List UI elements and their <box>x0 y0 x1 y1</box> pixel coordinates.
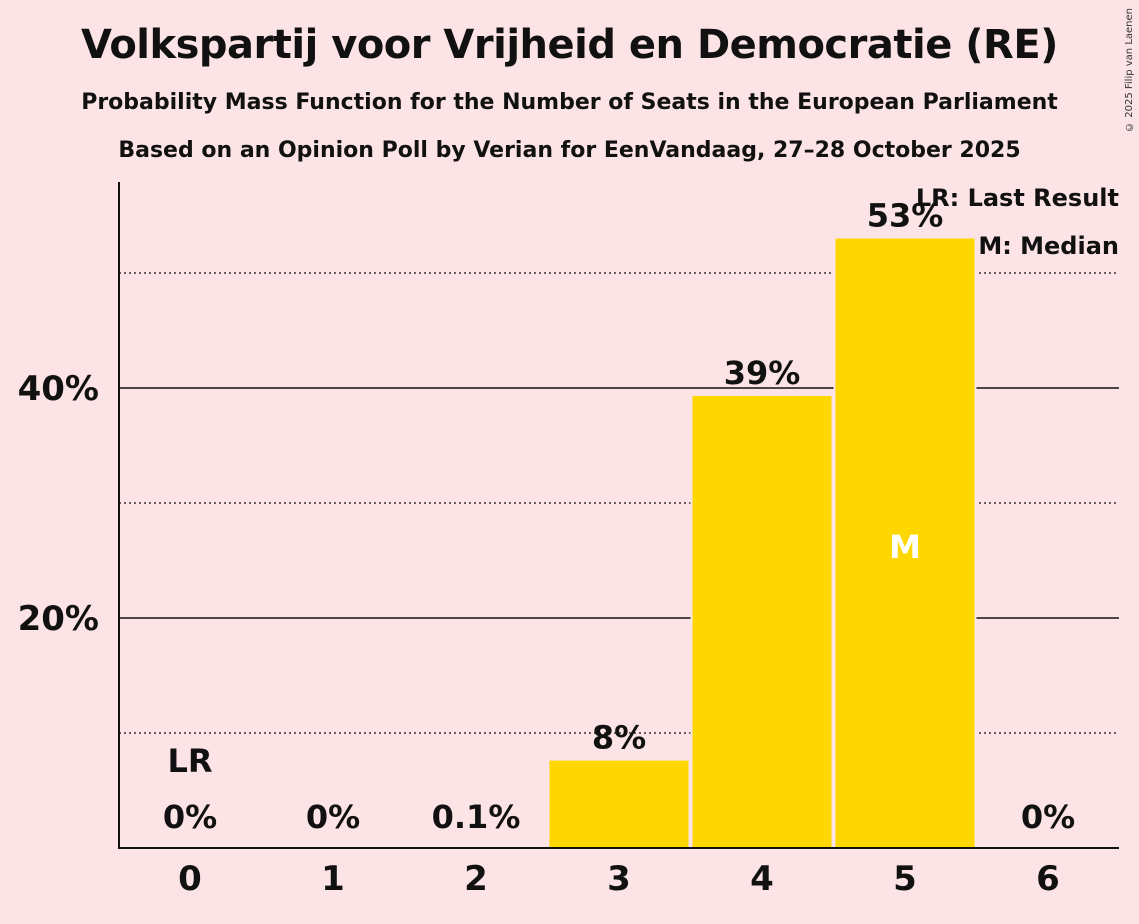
bar-value-label: 8% <box>592 719 646 757</box>
bar <box>835 238 975 848</box>
y-tick-label: 40% <box>18 369 99 409</box>
x-tick-label: 1 <box>321 859 345 899</box>
x-tick-label: 4 <box>750 859 774 899</box>
legend-median: M: Median <box>978 232 1119 260</box>
bar <box>549 760 689 848</box>
bar-value-label: 0% <box>163 798 217 836</box>
bar-value-label: 0.1% <box>432 798 521 836</box>
median-marker: M <box>889 528 921 566</box>
bar-value-label: 53% <box>867 197 944 235</box>
bar-value-label: 0% <box>1021 798 1075 836</box>
bar <box>692 396 832 848</box>
x-tick-label: 5 <box>893 859 917 899</box>
chart-title: Volkspartij voor Vrijheid en Democratie … <box>81 22 1058 68</box>
last-result-marker: LR <box>167 742 212 780</box>
chart-subtitle: Probability Mass Function for the Number… <box>81 90 1058 115</box>
bar-value-label: 39% <box>724 354 801 392</box>
chart-source-subtitle: Based on an Opinion Poll by Verian for E… <box>118 138 1021 163</box>
x-tick-label: 2 <box>464 859 488 899</box>
x-tick-label: 3 <box>607 859 631 899</box>
x-tick-label: 6 <box>1036 859 1060 899</box>
legend-last-result: LR: Last Result <box>915 184 1119 212</box>
bar-value-label: 0% <box>306 798 360 836</box>
y-tick-label: 20% <box>18 599 99 639</box>
x-tick-label: 0 <box>178 859 202 899</box>
